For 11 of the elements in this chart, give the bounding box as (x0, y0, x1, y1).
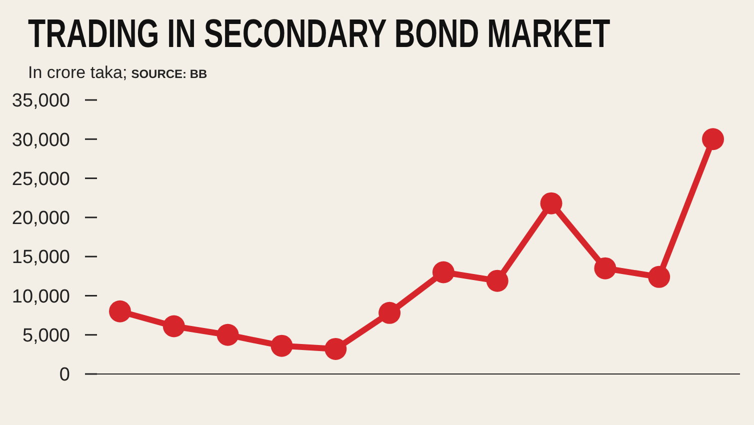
y-tick-label: 20,000 (12, 208, 70, 230)
y-tick-label: 5,000 (22, 326, 70, 347)
y-tick-label: 10,000 (12, 286, 70, 308)
y-tick-label: 0 (59, 364, 70, 386)
chart-subtitle: In crore taka; (28, 63, 128, 82)
y-tick-label: 30,000 (12, 130, 70, 151)
y-tick-label: 15,000 (12, 247, 70, 268)
source-note: SOURCE: BB (131, 67, 208, 81)
y-tick-label: 35,000 (12, 90, 70, 112)
y-tick-label: 25,000 (12, 168, 70, 190)
chart-title: TRADING IN SECONDARY BOND MARKET (28, 11, 610, 56)
